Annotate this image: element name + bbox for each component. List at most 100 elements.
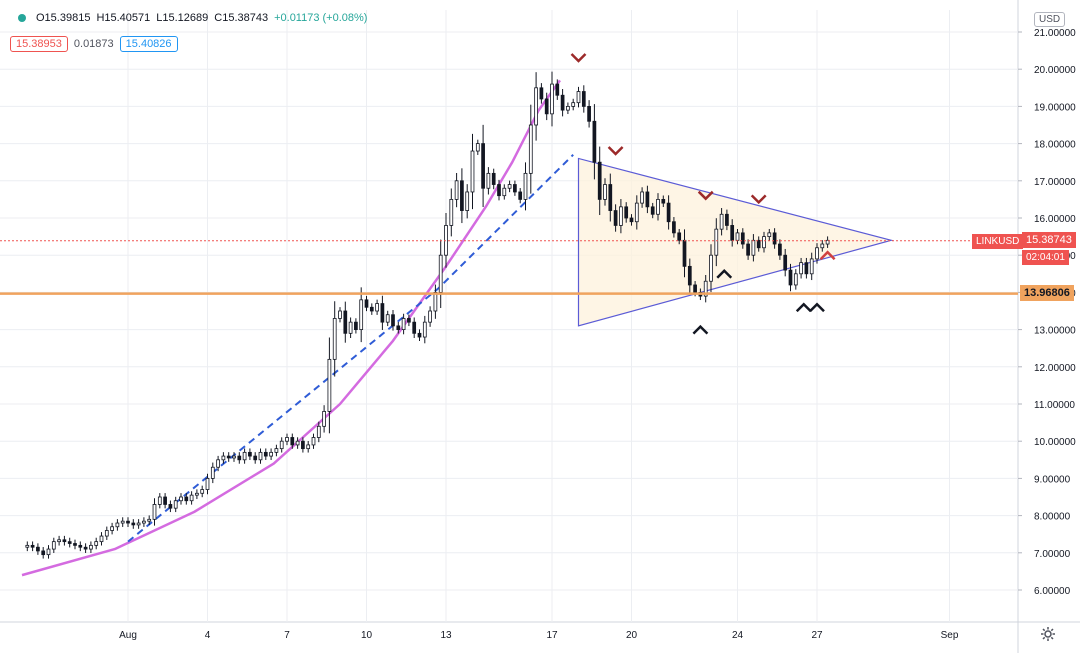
sell-price-button[interactable]: 15.38953 (10, 36, 68, 52)
candle (253, 452, 258, 464)
candle (248, 448, 252, 460)
candle (322, 405, 326, 433)
candle (571, 98, 576, 111)
candle-body (348, 321, 353, 334)
candle-body (62, 539, 67, 543)
candle (25, 541, 30, 552)
candle-body (666, 202, 671, 223)
bottom-marker-icon (809, 302, 825, 313)
candle-body (661, 198, 666, 204)
candle-body (301, 440, 305, 450)
candle-body (767, 232, 772, 238)
candle (719, 208, 724, 236)
candle (359, 287, 364, 343)
candle-body (815, 247, 819, 260)
x-tick-label: Sep (941, 630, 959, 641)
candle-body (581, 91, 586, 107)
x-axis: Aug 4 7 10 13 17 20 24 27 Sep (119, 630, 959, 641)
candle-body (650, 206, 655, 215)
candle-body (422, 321, 427, 338)
candle-body (136, 522, 141, 526)
candle (274, 444, 279, 457)
candle-body (454, 180, 459, 200)
candle (237, 452, 242, 464)
y-tick-label: 8.00000 (1034, 512, 1071, 523)
candle-body (502, 187, 507, 197)
candle-body (772, 232, 777, 245)
candle (126, 517, 130, 527)
candle-body (497, 184, 501, 197)
candle-body (719, 213, 724, 230)
y-tick-label: 17.00000 (1034, 177, 1076, 188)
candle (703, 274, 708, 303)
candle (136, 519, 141, 529)
candle (301, 437, 305, 453)
y-tick-label: 9.00000 (1034, 474, 1071, 485)
candle-body (555, 83, 560, 96)
candle-body (809, 258, 814, 275)
candle (804, 257, 809, 279)
candle (603, 178, 607, 206)
candle-body (99, 535, 104, 543)
buy-price-button[interactable]: 15.40826 (119, 36, 178, 52)
candle (83, 543, 88, 553)
candle-body (263, 451, 268, 457)
currency-button[interactable]: USD (1034, 12, 1066, 27)
candle-body (507, 184, 512, 189)
settings-gear-icon[interactable] (1040, 626, 1056, 642)
candle (279, 437, 284, 453)
candle-body (693, 284, 697, 293)
candle-body (804, 262, 809, 275)
candle-body (89, 544, 93, 550)
x-tick-label: 13 (440, 630, 452, 641)
candle-body (295, 440, 300, 446)
candle-body (528, 124, 533, 174)
candle (592, 104, 597, 180)
candle (799, 257, 803, 279)
candle (290, 433, 295, 449)
candle (327, 337, 332, 434)
candle-body (73, 543, 77, 546)
candle (762, 231, 766, 253)
candle (99, 532, 104, 546)
candle-body (205, 477, 210, 490)
candle-body (412, 321, 417, 334)
candle (640, 187, 644, 208)
candle-body (338, 310, 342, 319)
spread-value: 0.01873 (73, 38, 114, 50)
candle (401, 313, 406, 335)
candle (470, 133, 475, 210)
candle-body (36, 546, 40, 552)
candle-body (157, 496, 162, 505)
candle (332, 301, 337, 377)
candle-body (783, 254, 788, 271)
bottom-marker-icon (795, 302, 812, 313)
candle (513, 180, 517, 196)
candle-body (385, 314, 390, 323)
candle-body (597, 161, 602, 200)
candle (115, 519, 120, 531)
candle (120, 517, 125, 527)
ohlc-high: H15.40571 (96, 12, 151, 24)
x-tick-label: 20 (626, 630, 638, 641)
candle (51, 537, 56, 553)
candle-body (30, 544, 35, 548)
candle (677, 228, 682, 245)
candle-body (475, 143, 480, 152)
candle (110, 522, 114, 535)
candle (778, 239, 782, 260)
candle (502, 184, 507, 200)
candle-body (147, 518, 152, 522)
candle-body (417, 332, 422, 338)
candle-body (825, 239, 830, 245)
candle (131, 519, 136, 529)
candle-body (200, 489, 205, 494)
x-tick-label: 7 (284, 630, 290, 641)
candle-body (285, 437, 289, 442)
status-dot-icon (18, 14, 26, 22)
candle (232, 452, 236, 462)
candle (200, 485, 205, 498)
